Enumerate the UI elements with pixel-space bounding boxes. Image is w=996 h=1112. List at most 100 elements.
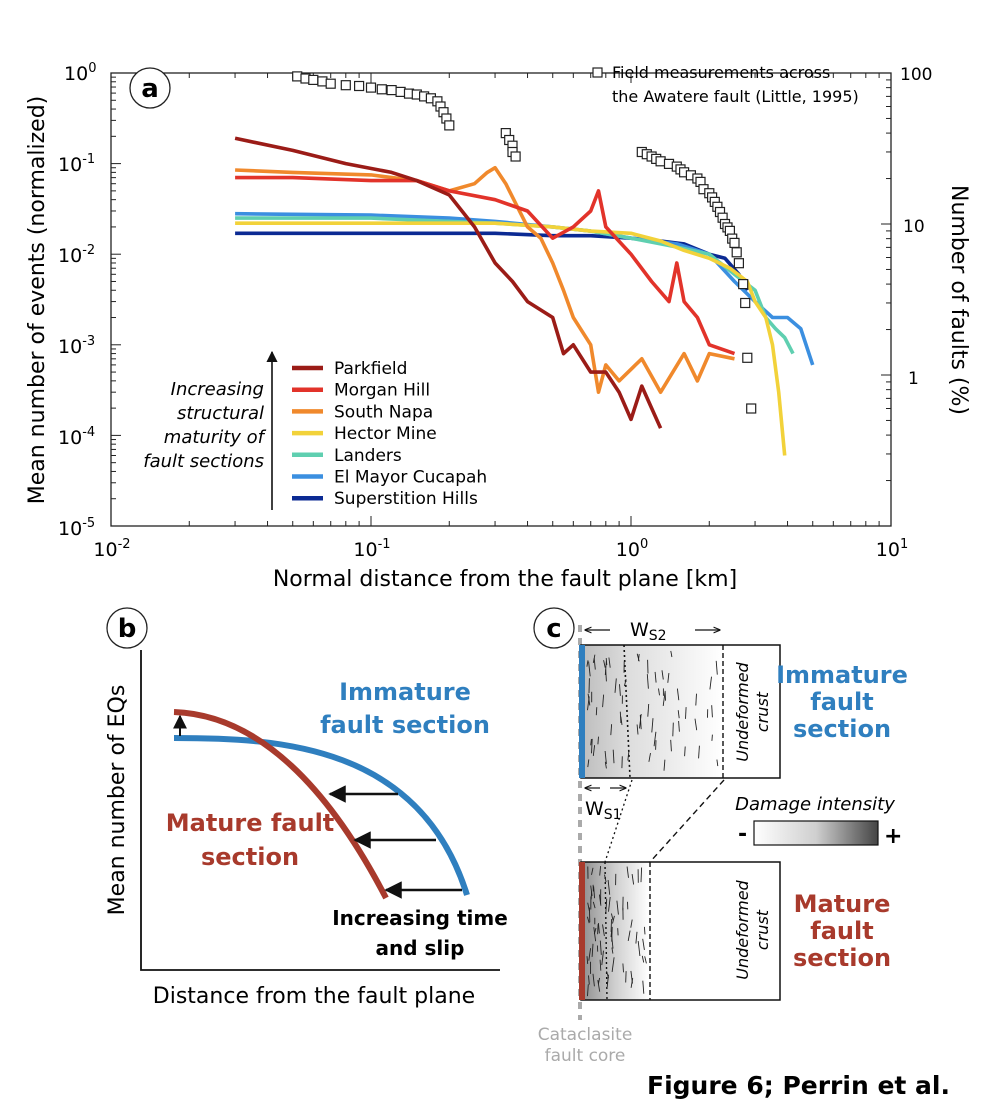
fracture-mark	[586, 956, 589, 964]
fracture-mark	[644, 956, 647, 964]
connector-line	[649, 779, 725, 863]
fracture-mark	[611, 936, 614, 949]
field-point	[740, 297, 751, 309]
undeformed-label: Undeformed	[733, 879, 752, 979]
fracture-mark	[591, 738, 593, 754]
fracture-mark	[636, 653, 640, 662]
legend-label: El Mayor Cucapah	[334, 468, 487, 488]
fracture-mark	[591, 943, 594, 957]
panel-badge-letter: b	[118, 614, 137, 644]
fracture-mark	[626, 866, 629, 878]
fracture-mark	[608, 657, 611, 668]
fracture-mark	[586, 660, 589, 667]
field-point	[395, 86, 406, 98]
field-point	[325, 78, 336, 89]
fracture-mark	[587, 693, 591, 706]
field-point	[308, 74, 319, 86]
fracture-mark	[653, 731, 657, 747]
undeformed-label: Undeformed	[733, 661, 752, 761]
maturity-text: fault sections	[143, 451, 264, 472]
series-line-el-mayor-cucapah	[235, 211, 815, 366]
y2-tick-label: 10	[903, 217, 925, 237]
fracture-mark	[658, 688, 660, 696]
fracture-mark	[612, 749, 615, 764]
x-tick-label: 10-2	[93, 537, 130, 561]
field-legend-marker	[592, 67, 603, 78]
mature-label: fault	[810, 917, 873, 945]
fracture-mark	[601, 950, 604, 966]
fracture-mark	[647, 703, 650, 717]
field-point	[655, 156, 666, 167]
fracture-mark	[698, 745, 700, 759]
immature-label: fault section	[320, 711, 490, 739]
fracture-mark	[587, 759, 590, 768]
ws1-boundary	[604, 861, 608, 1001]
fracture-mark	[611, 957, 615, 972]
y2-tick-label: 1	[908, 369, 919, 389]
fracture-mark	[635, 931, 638, 944]
field-point	[746, 403, 757, 414]
fracture-mark	[663, 759, 666, 771]
x-tick-label: 100	[616, 537, 648, 561]
legend-label: Parkfield	[334, 359, 407, 379]
fracture-mark	[591, 867, 594, 875]
legend-label: Hector Mine	[334, 424, 437, 444]
fracture-mark	[676, 688, 680, 701]
fracture-mark	[595, 707, 598, 716]
fracture-mark	[627, 750, 630, 761]
fracture-mark	[654, 671, 657, 683]
immature-label: fault	[810, 688, 873, 716]
field-point	[444, 120, 455, 131]
fracture-mark	[602, 924, 605, 937]
y-ticks	[111, 76, 121, 527]
fracture-mark	[592, 973, 595, 987]
time-slip-label: Increasing time	[332, 906, 508, 930]
immature-label: Immature	[776, 661, 908, 689]
damage-minus: -	[738, 822, 747, 847]
fracture-mark	[592, 745, 596, 756]
field-point	[340, 80, 351, 91]
fracture-mark	[640, 867, 643, 883]
field-legend-text: Field measurements across	[612, 63, 830, 82]
series-line-hector-mine	[235, 221, 787, 456]
panel-badge	[533, 607, 575, 649]
ws1-boundary	[623, 644, 631, 779]
fracture-mark	[602, 694, 605, 708]
figure-caption: Figure 6; Perrin et al.	[647, 1071, 950, 1100]
fracture-mark	[646, 674, 649, 689]
fracture-mark	[622, 963, 624, 973]
y-tick-label: 10-1	[58, 152, 95, 176]
mature-label: Mature	[794, 890, 891, 918]
field-markers	[292, 71, 757, 414]
fracture-mark	[672, 722, 674, 737]
fracture-mark	[670, 650, 673, 658]
fracture-mark	[608, 896, 611, 912]
field-point	[729, 237, 740, 248]
series-lines	[234, 136, 815, 456]
fracture-mark	[593, 927, 597, 935]
immature-curve	[173, 735, 470, 896]
fracture-mark	[603, 660, 606, 668]
immature-label: section	[793, 715, 891, 743]
connector-line	[604, 779, 633, 863]
field-point	[733, 258, 745, 269]
panel-badge-letter: a	[141, 74, 159, 104]
fracture-mark	[599, 940, 602, 955]
fracture-mark	[641, 955, 645, 963]
maturity-text: structural	[177, 403, 264, 424]
fracture-mark	[610, 913, 614, 921]
fracture-mark	[711, 705, 713, 718]
fracture-mark	[715, 660, 718, 675]
fractures	[586, 650, 719, 771]
fracture-mark	[631, 874, 635, 885]
mature-label: section	[793, 944, 891, 972]
fracture-mark	[661, 670, 664, 680]
fracture-mark	[678, 720, 680, 732]
legend-label: South Napa	[334, 402, 433, 422]
fracture-mark	[605, 658, 608, 666]
fracture-mark	[643, 926, 646, 935]
panel-badge	[129, 67, 171, 109]
fracture-mark	[711, 734, 713, 741]
undeformed-label: crust	[753, 909, 772, 950]
